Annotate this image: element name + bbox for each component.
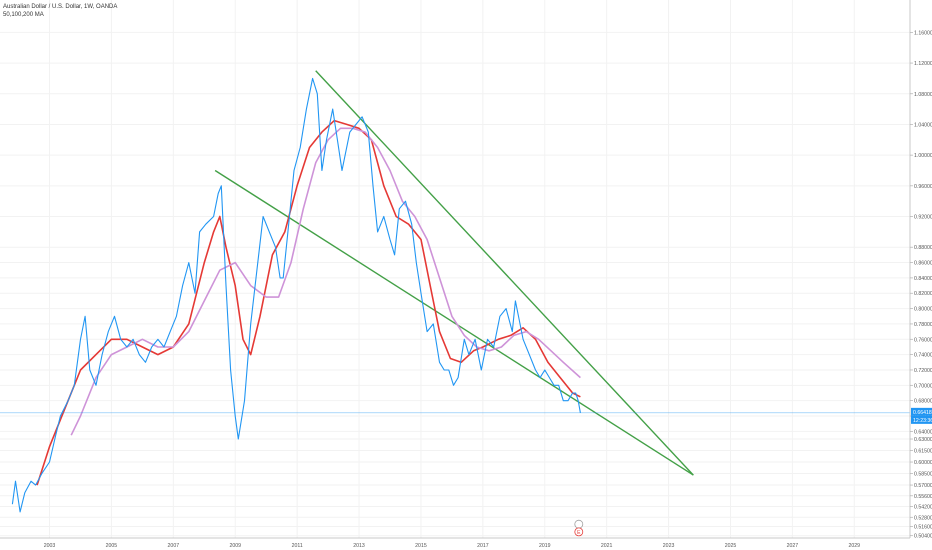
x-tick-label: 2013 (353, 543, 365, 549)
y-tick-label: 0.57000 (914, 483, 932, 489)
ma-100-line (70, 127, 581, 436)
dividend-marker (574, 519, 584, 529)
x-tick-label: 2009 (229, 543, 241, 549)
y-tick-label: 0.63000 (914, 437, 932, 443)
y-tick-label: 0.72000 (914, 368, 932, 374)
y-tick-label: 1.16000 (914, 30, 932, 36)
earnings-marker (574, 527, 584, 537)
event-markers[interactable]: E (574, 519, 584, 537)
y-tick-label: 0.58500 (914, 472, 932, 478)
earnings-marker-label: E (577, 530, 581, 536)
x-tick-label: 2023 (663, 543, 675, 549)
countdown-tag (911, 415, 932, 424)
y-tick-label: 1.00000 (914, 153, 932, 159)
y-tick-label: 0.82000 (914, 291, 932, 297)
y-tick-label: 0.61500 (914, 449, 932, 455)
trendlines[interactable] (214, 70, 694, 476)
y-tick-label: 1.12000 (914, 61, 932, 67)
y-tick-label: 0.74000 (914, 353, 932, 359)
y-tick-label: 0.55600 (914, 494, 932, 500)
y-tick-label: 1.08000 (914, 92, 932, 98)
y-tick-label: 1.04000 (914, 122, 932, 128)
x-tick-label: 2027 (787, 543, 799, 549)
x-tick-label: 2005 (106, 543, 118, 549)
countdown-label: 12:23:36 (913, 418, 932, 424)
y-tick-label: 0.92000 (914, 215, 932, 221)
y-tick-label: 0.88000 (914, 245, 932, 251)
trendline-2 (214, 169, 694, 476)
y-tick-label: 0.54200 (914, 505, 932, 511)
price-axis[interactable]: 1.16000 1.12000 1.08000 1.04000 1.00000 0.960… (909, 0, 932, 550)
y-tick-label: 0.50400 (914, 534, 932, 540)
price-line (11, 77, 581, 513)
price-series (11, 77, 581, 513)
x-tick-label: 2007 (168, 543, 180, 549)
x-tick-label: 2029 (849, 543, 861, 549)
ma-50-line (36, 119, 581, 486)
y-tick-label: 0.84000 (914, 276, 932, 282)
y-tick-label: 0.60000 (914, 460, 932, 466)
y-tick-label: 0.52800 (914, 515, 932, 521)
x-tick-label: 2025 (725, 543, 737, 549)
y-tick-label: 0.68000 (914, 399, 932, 405)
y-tick-label: 0.64000 (914, 429, 932, 435)
y-tick-label: 0.96000 (914, 184, 932, 190)
y-tick-label: 0.51600 (914, 524, 932, 530)
x-tick-label: 2021 (601, 543, 613, 549)
time-axis[interactable]: 2003 2005 2007 2009 2011 2013 2015 2017 2019 2021… (0, 537, 910, 549)
grid (0, 0, 910, 538)
x-tick-label: 2017 (477, 543, 489, 549)
moving-averages (36, 119, 581, 486)
y-tick-label: 0.78000 (914, 322, 932, 328)
trendline-1 (315, 70, 694, 476)
x-tick-label: 2015 (415, 543, 427, 549)
y-tick-label: 0.76000 (914, 337, 932, 343)
x-tick-label: 2011 (292, 543, 303, 549)
ma-indicator-label[interactable]: 50,100,200 MA (3, 12, 44, 18)
symbol-title: Australian Dollar / U.S. Dollar, 1W, OAN… (3, 4, 118, 10)
x-tick-label: 2019 (539, 543, 551, 549)
x-tick-label: 2003 (44, 543, 56, 549)
y-tick-label: 0.80000 (914, 307, 932, 313)
y-tick-label: 0.70000 (914, 383, 932, 389)
last-price-tag (911, 407, 932, 416)
y-tick-label: 0.86000 (914, 261, 932, 267)
last-price-label: 0.66418 (913, 410, 932, 416)
